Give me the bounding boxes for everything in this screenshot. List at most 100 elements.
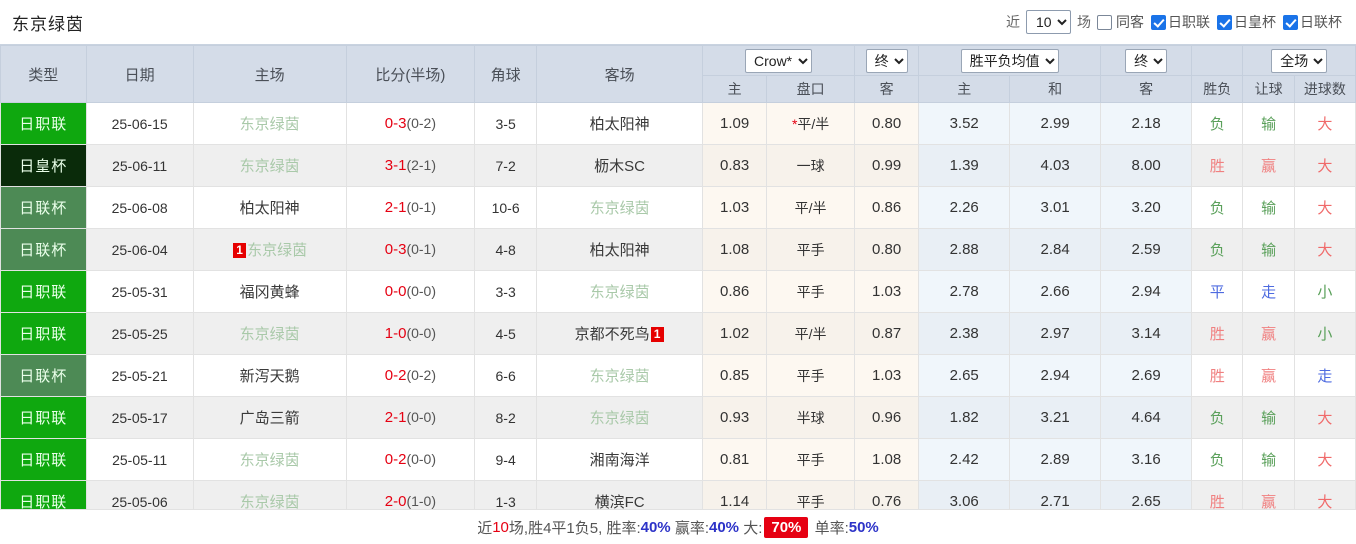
recent-label: 近 (1006, 14, 1020, 30)
hcp-away-odds: 0.96 (853, 396, 920, 439)
home-team-cell[interactable]: 东京绿茵 (192, 102, 347, 145)
league-filter-0[interactable]: 日职联 (1151, 12, 1210, 32)
match-count-select[interactable]: 10 (1026, 10, 1071, 34)
home-team-cell[interactable]: 福冈黄蜂 (192, 270, 347, 313)
away-team-cell[interactable]: 东京绿茵 (536, 186, 704, 229)
team-name: 东京绿茵 (239, 158, 300, 175)
result-wdl: 负 (1191, 228, 1244, 271)
hcp-home-odds: 1.03 (702, 186, 768, 229)
table-row[interactable]: 日职联 25-05-17 广岛三箭 2-1(0-0) 8-2 东京绿茵 0.93 半球 0.96… (0, 396, 1356, 439)
team-name: 东京绿茵 (239, 452, 300, 469)
hcp-home-odds: 0.86 (702, 270, 768, 313)
score-cell: 0-2(0-2) (345, 354, 476, 397)
full-time-score: 0-0 (384, 283, 407, 300)
hcp-home-odds: 1.09 (702, 102, 768, 145)
hcp-away-odds: 0.87 (853, 312, 920, 355)
hcp-away-odds: 0.80 (853, 228, 920, 271)
team-name: 横滨FC (594, 494, 645, 511)
match-date: 25-06-08 (85, 186, 194, 229)
wdl-home-odds: 2.38 (918, 312, 1011, 355)
hcp-away-odds: 0.86 (853, 186, 920, 229)
team-name: 广岛三箭 (239, 410, 300, 427)
table-row[interactable]: 日联杯 25-06-04 1 东京绿茵 0-3(0-1) 4-8 柏太阳神 1.08 平手 0.8… (0, 228, 1356, 271)
red-card-badge: 1 (650, 327, 664, 342)
match-date: 25-05-21 (85, 354, 194, 397)
corner-cell: 9-4 (474, 438, 538, 481)
home-team-cell[interactable]: 东京绿茵 (192, 144, 347, 187)
score-cell: 0-2(0-0) (345, 438, 476, 481)
away-team-cell[interactable]: 枥木SC (536, 144, 704, 187)
hcp-phase-select[interactable]: 终 (865, 48, 908, 73)
table-row[interactable]: 日职联 25-05-31 福冈黄蜂 0-0(0-0) 3-3 东京绿茵 0.86 平手 1.03… (0, 270, 1356, 313)
away-team-cell[interactable]: 柏太阳神 (536, 228, 704, 271)
col-home: 主场 (192, 45, 347, 103)
col-wdl-home: 主 (918, 75, 1011, 103)
wdl-draw-odds: 2.94 (1009, 354, 1102, 397)
team-name: 柏太阳神 (239, 200, 300, 217)
away-team-cell[interactable]: 湘南海洋 (536, 438, 704, 481)
result-wdl: 胜 (1191, 354, 1244, 397)
half-time-score: (0-0) (406, 409, 436, 425)
wdl-draw-odds: 3.21 (1009, 396, 1102, 439)
table-row[interactable]: 日联杯 25-06-08 柏太阳神 2-1(0-1) 10-6 东京绿茵 1.03 平/半 0.… (0, 186, 1356, 229)
result-wdl: 胜 (1191, 144, 1244, 187)
away-team-cell[interactable]: 柏太阳神 (536, 102, 704, 145)
league-type-cell: 日联杯 (0, 228, 87, 271)
league-filter-1[interactable]: 日皇杯 (1217, 12, 1276, 32)
table-row[interactable]: 日皇杯 25-06-11 东京绿茵 3-1(2-1) 7-2 枥木SC 0.83 一球 0.99… (0, 144, 1356, 187)
odds-type-cell: 胜平负均值 (918, 45, 1102, 76)
hcp-line: 平/半 (766, 186, 855, 229)
home-team-cell[interactable]: 新泻天鹅 (192, 354, 347, 397)
team-name: 京都不死鸟 (574, 326, 650, 343)
checkbox-icon[interactable] (1151, 14, 1166, 30)
table-row[interactable]: 日职联 25-06-15 东京绿茵 0-3(0-2) 3-5 柏太阳神 1.09 *平/半 0.… (0, 102, 1356, 145)
odds-type-select[interactable]: 胜平负均值 (960, 48, 1059, 73)
home-team-cell[interactable]: 柏太阳神 (192, 186, 347, 229)
red-card-badge: 1 (233, 243, 247, 258)
bookmaker-select[interactable]: Crow* (745, 48, 813, 73)
match-date: 25-06-15 (85, 102, 194, 145)
result-hcp: 输 (1242, 396, 1295, 439)
away-team-cell[interactable]: 东京绿茵 (536, 396, 704, 439)
hcp-away-odds: 0.80 (853, 102, 920, 145)
away-team-cell[interactable]: 东京绿茵 (536, 354, 704, 397)
league-filter-label: 日职联 (1168, 14, 1210, 30)
table-row[interactable]: 日职联 25-05-25 东京绿茵 1-0(0-0) 4-5 京都不死鸟 1 1.02 平/半 0… (0, 312, 1356, 355)
bookmaker-cell: Crow* (702, 45, 855, 76)
corner-cell: 6-6 (474, 354, 538, 397)
hcp-line: 平手 (766, 228, 855, 271)
footer-record: 场,胜4平1负5, (508, 519, 603, 537)
home-team-cell[interactable]: 东京绿茵 (192, 438, 347, 481)
same-venue-checkbox[interactable] (1097, 14, 1112, 30)
hcp-rate-value: 40% (709, 518, 740, 536)
score-cell: 2-1(0-0) (345, 396, 476, 439)
result-goals: 大 (1293, 102, 1356, 145)
corner-cell: 4-5 (474, 312, 538, 355)
win-rate-label: 胜率: (606, 519, 641, 537)
home-team-cell[interactable]: 东京绿茵 (192, 312, 347, 355)
checkbox-icon[interactable] (1217, 14, 1232, 30)
away-team-cell[interactable]: 东京绿茵 (536, 270, 704, 313)
same-venue-label: 同客 (1116, 14, 1144, 30)
half-time-score: (0-1) (406, 241, 436, 257)
hcp-away-odds: 1.03 (853, 354, 920, 397)
team-name: 柏太阳神 (589, 116, 650, 133)
wdl-away-odds: 3.20 (1100, 186, 1193, 229)
odds-phase-select[interactable]: 终 (1125, 48, 1168, 73)
hcp-line: *平/半 (766, 102, 855, 145)
col-wdl-away: 客 (1100, 75, 1193, 103)
league-type-cell: 日皇杯 (0, 144, 87, 187)
scope-select[interactable]: 全场 (1271, 48, 1328, 73)
league-filter-2[interactable]: 日联杯 (1283, 12, 1342, 32)
corner-cell: 3-5 (474, 102, 538, 145)
half-time-score: (0-2) (406, 115, 436, 131)
table-row[interactable]: 日联杯 25-05-21 新泻天鹅 0-2(0-2) 6-6 东京绿茵 0.85 平手 1.03… (0, 354, 1356, 397)
wdl-home-odds: 3.52 (918, 102, 1011, 145)
score-cell: 0-3(0-2) (345, 102, 476, 145)
result-hcp: 赢 (1242, 144, 1295, 187)
away-team-cell[interactable]: 京都不死鸟 1 (536, 312, 704, 355)
table-row[interactable]: 日职联 25-05-11 东京绿茵 0-2(0-0) 9-4 湘南海洋 0.81 平手 1.08… (0, 438, 1356, 481)
home-team-cell[interactable]: 广岛三箭 (192, 396, 347, 439)
home-team-cell[interactable]: 1 东京绿茵 (192, 228, 347, 271)
checkbox-icon[interactable] (1283, 14, 1298, 30)
